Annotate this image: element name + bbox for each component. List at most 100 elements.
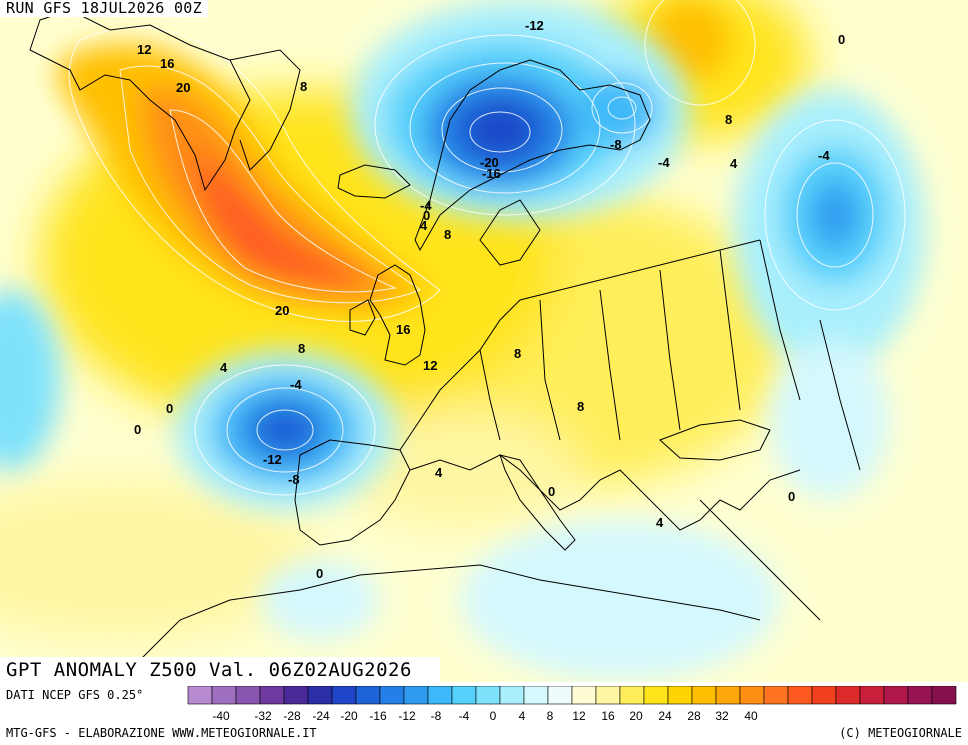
color-scale-box bbox=[739, 686, 765, 705]
color-scale-tick-label: -16 bbox=[369, 709, 387, 722]
map-canvas: 12 16 20 8 -12 0 8 4 -20 -16 -8 -4 -4 0 … bbox=[0, 0, 968, 682]
contour-label: 0 bbox=[134, 422, 141, 437]
contour-label: -4 bbox=[420, 198, 432, 213]
color-scale-tick-label: -28 bbox=[283, 709, 301, 722]
positive-anomaly-core bbox=[58, 0, 730, 314]
color-scale-tick-label: 4 bbox=[519, 709, 526, 722]
color-scale-tick-label: 32 bbox=[715, 709, 729, 722]
contour-label: 0 bbox=[838, 32, 845, 47]
color-scale-box bbox=[403, 686, 429, 705]
color-scale-tick-label: 16 bbox=[601, 709, 615, 722]
color-scale-box bbox=[451, 686, 477, 705]
color-scale-box bbox=[355, 686, 381, 705]
color-scale-box bbox=[307, 686, 333, 705]
color-scale-tick-label: 40 bbox=[744, 709, 758, 722]
anomaly-map: 12 16 20 8 -12 0 8 4 -20 -16 -8 -4 -4 0 … bbox=[0, 0, 968, 682]
coastlines bbox=[29, 9, 861, 661]
color-scale-box bbox=[715, 686, 741, 705]
color-scale-box bbox=[211, 686, 237, 705]
color-scale-box bbox=[571, 686, 597, 705]
color-scale-box bbox=[547, 686, 573, 705]
credit-right: (C) METEOGIORNALE bbox=[839, 726, 962, 740]
contour-label: 8 bbox=[444, 227, 451, 242]
color-scale-box bbox=[667, 686, 693, 705]
contour-label: -4 bbox=[658, 155, 670, 170]
color-scale-box bbox=[523, 686, 549, 705]
credit-left: MTG-GFS - ELABORAZIONE WWW.METEOGIORNALE… bbox=[6, 726, 317, 740]
color-scale-box bbox=[475, 686, 501, 705]
isolines bbox=[68, 0, 906, 496]
contour-label: 12 bbox=[137, 42, 151, 57]
contour-label: -20 bbox=[480, 155, 499, 170]
contour-label: 8 bbox=[300, 79, 307, 94]
data-source-label: DATI NCEP GFS 0.25° bbox=[6, 688, 144, 702]
color-scale-tick-label: -12 bbox=[398, 709, 416, 722]
color-scale-box bbox=[691, 686, 717, 705]
color-scale-box bbox=[259, 686, 285, 705]
contour-label: -16 bbox=[482, 166, 501, 181]
color-scale-box bbox=[379, 686, 405, 705]
contour-label: 4 bbox=[220, 360, 228, 375]
color-scale-box bbox=[811, 686, 837, 705]
color-scale-boxes bbox=[187, 686, 957, 705]
contour-label: -8 bbox=[288, 472, 300, 487]
legend-panel: DATI NCEP GFS 0.25° -40 -32 -28 -24 -20 -16 -1… bbox=[0, 682, 968, 745]
contour-label: -4 bbox=[818, 148, 830, 163]
validity-title: GPT ANOMALY Z500 Val. 06Z02AUG2026 bbox=[0, 657, 440, 682]
contour-label: 4 bbox=[435, 465, 443, 480]
contour-label: 16 bbox=[396, 322, 410, 337]
color-scale-tick-label: 28 bbox=[687, 709, 701, 722]
color-scale-box bbox=[499, 686, 525, 705]
contour-label: 4 bbox=[730, 156, 738, 171]
contour-label: 12 bbox=[423, 358, 437, 373]
color-scale-tick-label: 20 bbox=[629, 709, 643, 722]
contour-label: 4 bbox=[420, 218, 428, 233]
color-scale-tick-label: -4 bbox=[459, 709, 470, 722]
color-scale-tick-label: 8 bbox=[547, 709, 554, 722]
contour-label: 0 bbox=[316, 566, 323, 581]
color-scale-box bbox=[235, 686, 261, 705]
color-scale-tick-label: -24 bbox=[312, 709, 330, 722]
color-scale-tick-label: -32 bbox=[254, 709, 272, 722]
contour-label: 0 bbox=[788, 489, 795, 504]
run-title: RUN GFS 18JUL2026 00Z bbox=[0, 0, 208, 17]
contour-label: -8 bbox=[610, 137, 622, 152]
color-scale-ticks: -40 -32 -28 -24 -20 -16 -12 -8 -4 0 4 8 12 16 20 24 28 32… bbox=[212, 709, 758, 722]
contour-label: 20 bbox=[275, 303, 289, 318]
color-scale: -40 -32 -28 -24 -20 -16 -12 -8 -4 0 4 8 12 16 20 24 28 32… bbox=[187, 686, 957, 722]
color-scale-box bbox=[763, 686, 789, 705]
contour-label: -4 bbox=[290, 377, 302, 392]
contour-label: 0 bbox=[166, 401, 173, 416]
color-scale-box bbox=[595, 686, 621, 705]
color-scale-box bbox=[643, 686, 669, 705]
color-scale-tick-label: 0 bbox=[490, 709, 497, 722]
contour-label: 8 bbox=[577, 399, 584, 414]
color-scale-tick-label: -20 bbox=[340, 709, 358, 722]
color-scale-tick-label: 24 bbox=[658, 709, 672, 722]
color-scale-box bbox=[859, 686, 885, 705]
contour-label: -12 bbox=[263, 452, 282, 467]
color-scale-box bbox=[907, 686, 933, 705]
negative-anomaly-areas bbox=[0, 0, 925, 680]
color-scale-box bbox=[187, 686, 213, 705]
color-scale-box bbox=[283, 686, 309, 705]
contour-label: 0 bbox=[548, 484, 555, 499]
contour-label: 8 bbox=[514, 346, 521, 361]
color-scale-tick-label: 12 bbox=[572, 709, 586, 722]
contour-labels: 12 16 20 8 -12 0 8 4 -20 -16 -8 -4 -4 0 … bbox=[134, 18, 845, 581]
contour-label: 20 bbox=[176, 80, 190, 95]
contour-label: -12 bbox=[525, 18, 544, 33]
color-scale-box bbox=[331, 686, 357, 705]
contour-label: 4 bbox=[656, 515, 664, 530]
contour-label: 8 bbox=[298, 341, 305, 356]
color-scale-box bbox=[883, 686, 909, 705]
color-scale-box bbox=[931, 686, 957, 705]
color-scale-box bbox=[787, 686, 813, 705]
color-scale-tick-label: -8 bbox=[431, 709, 442, 722]
color-scale-box bbox=[835, 686, 861, 705]
color-scale-box bbox=[427, 686, 453, 705]
color-scale-box bbox=[619, 686, 645, 705]
contour-label: 16 bbox=[160, 56, 174, 71]
color-scale-tick-label: -40 bbox=[212, 709, 230, 722]
contour-label: 8 bbox=[725, 112, 732, 127]
